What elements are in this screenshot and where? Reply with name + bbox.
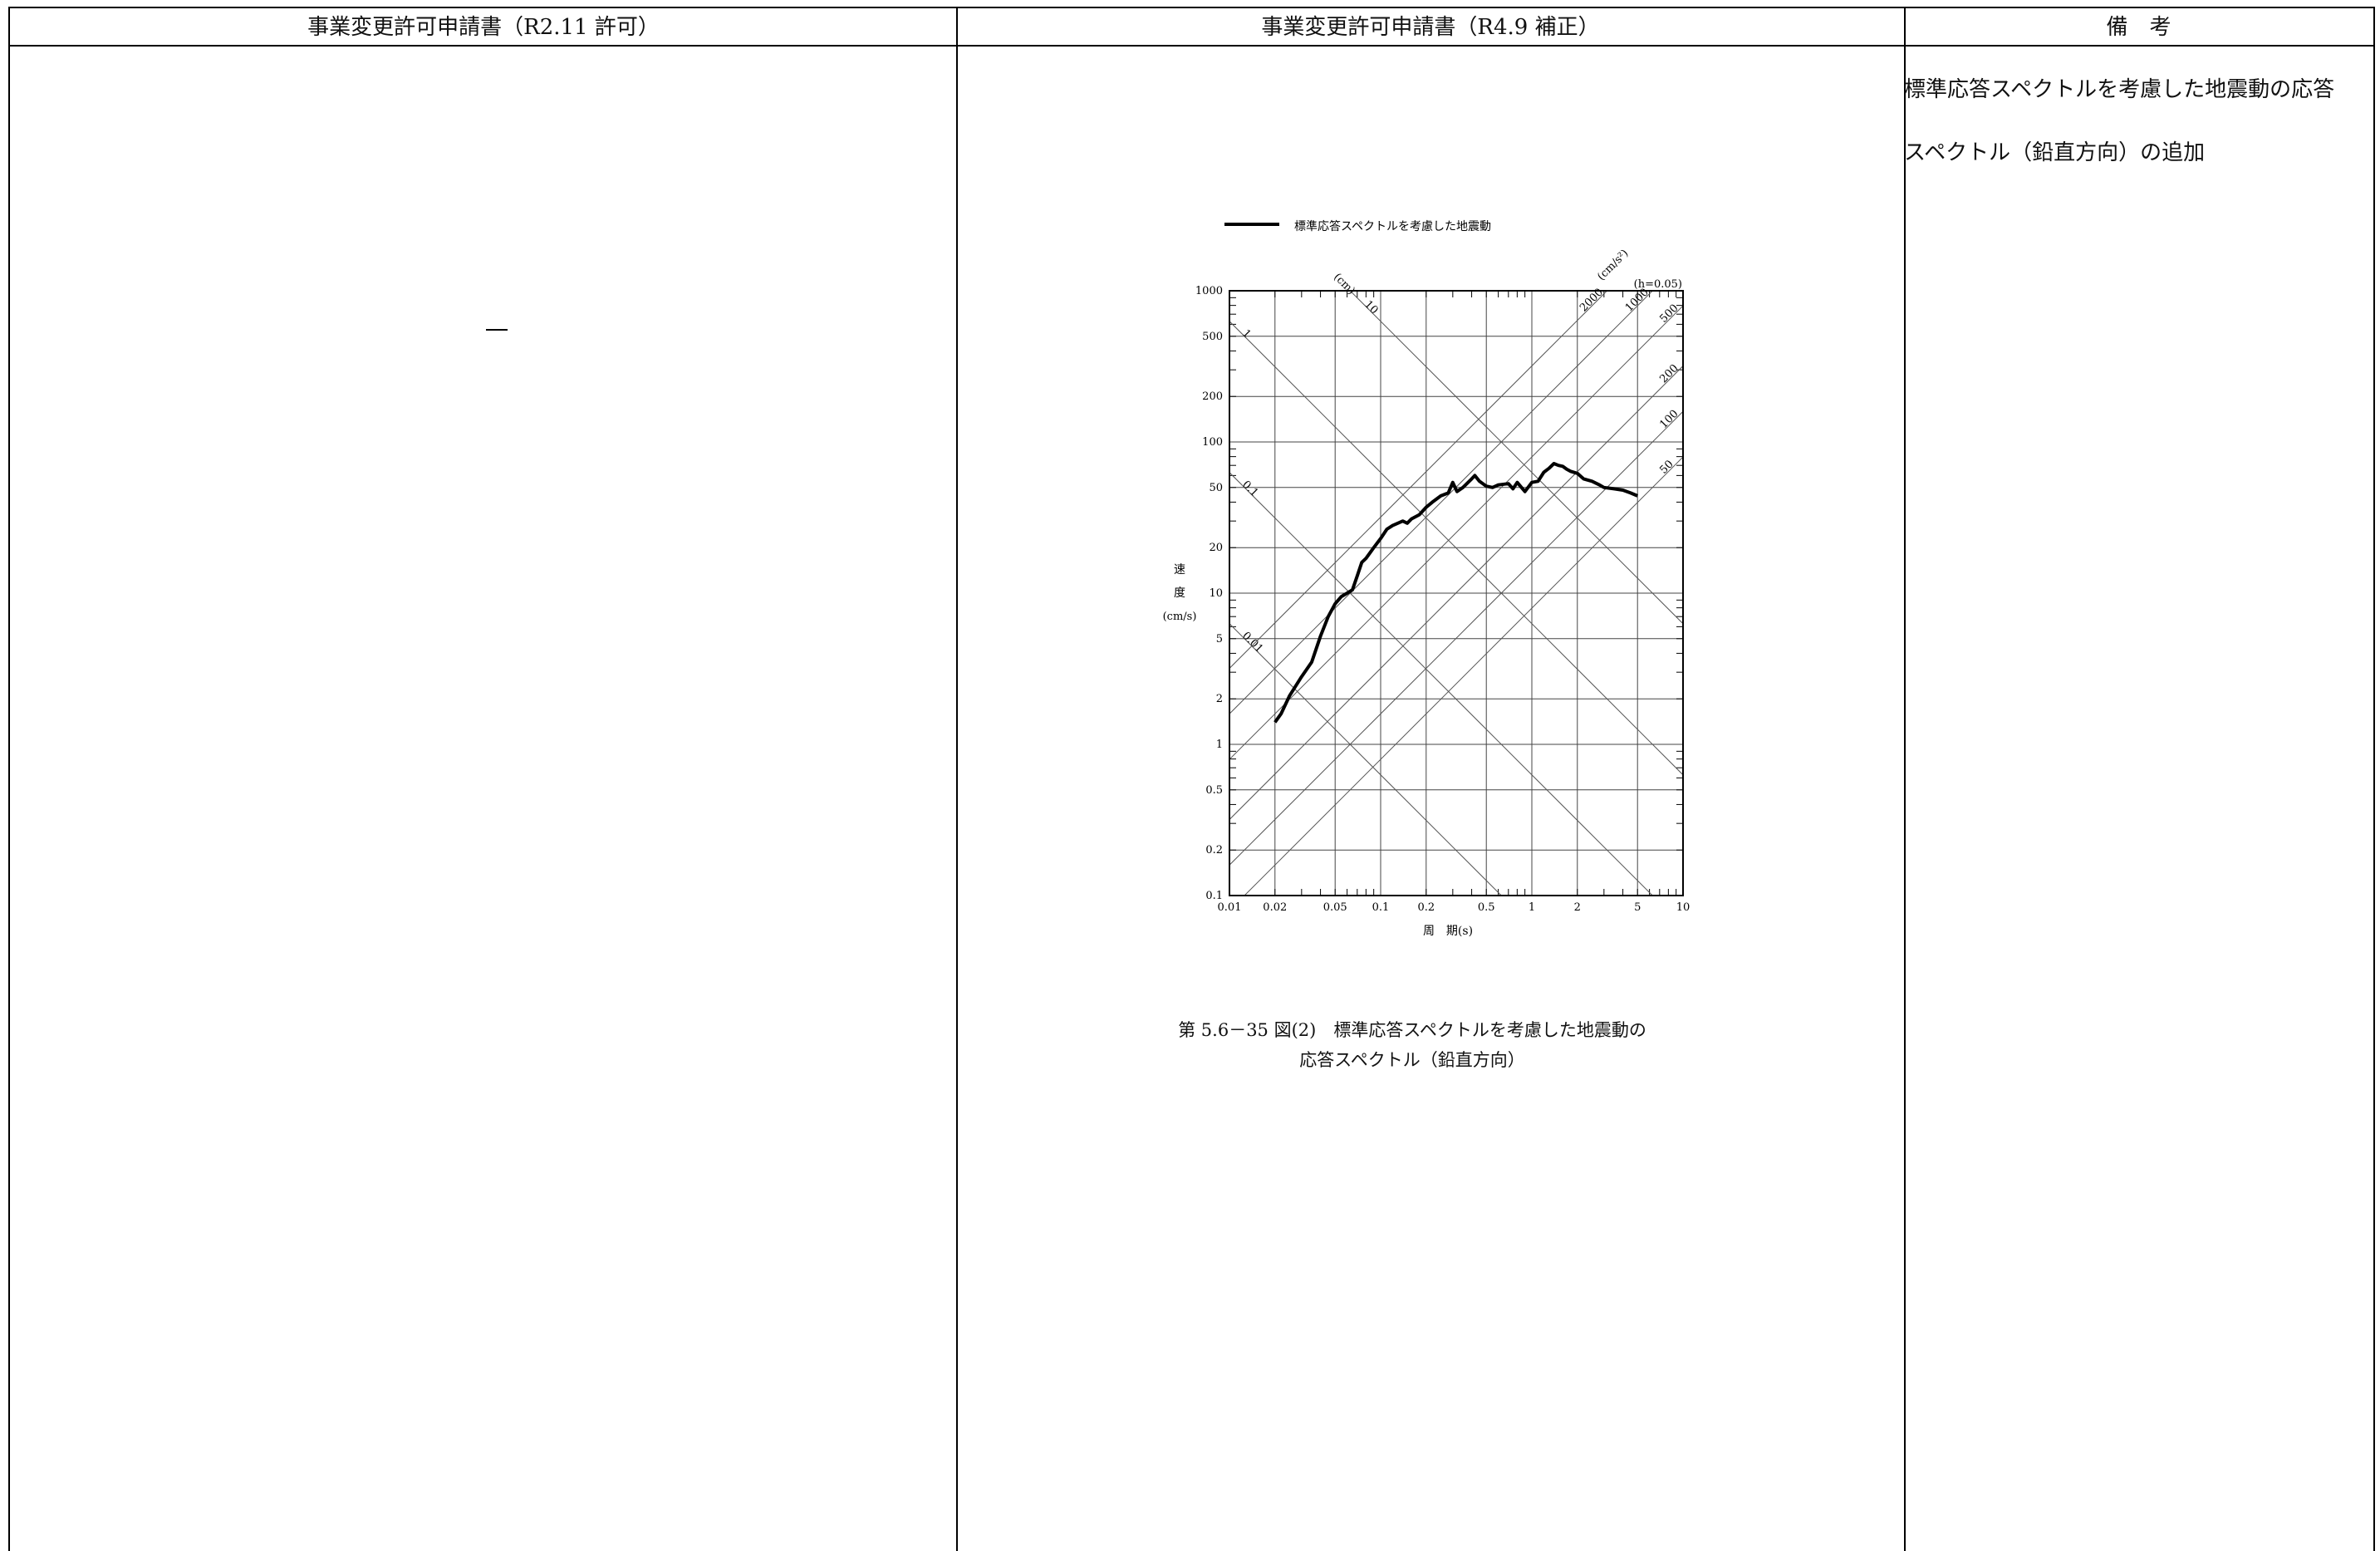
y-tick-label: 200	[1202, 390, 1223, 403]
remarks-cell: 標準応答スペクトルを考慮した地震動の応答 スペクトル（鉛直方向）の追加	[1904, 58, 2369, 184]
header-col3: 備 考	[1904, 8, 2373, 47]
x-tick-label: 0.5	[1478, 901, 1495, 914]
figure-caption-line2: 応答スペクトル（鉛直方向）	[1121, 1045, 1703, 1075]
y-tick-label: 1	[1216, 739, 1223, 751]
y-tick-label: 5	[1216, 633, 1223, 645]
y-tick-label: 500	[1202, 331, 1223, 343]
y-tick-label: 100	[1202, 436, 1223, 449]
acceleration-label: 200	[1657, 362, 1681, 385]
x-tick-label: 1	[1529, 901, 1535, 914]
x-axis-label: 周 期(s)	[1423, 925, 1473, 938]
x-tick-label: 0.02	[1263, 901, 1287, 914]
figure-caption-line1: 第 5.6－35 図(2) 標準応答スペクトルを考慮した地震動の	[1121, 1015, 1703, 1045]
displacement-label: 0.1	[1239, 479, 1260, 499]
y-tick-label: 10	[1209, 587, 1223, 600]
displacement-label: 1	[1239, 327, 1253, 341]
header-col2: 事業変更許可申請書（R4.9 補正）	[957, 8, 1904, 47]
y-tick-label: 0.2	[1205, 844, 1223, 856]
column-divider	[956, 8, 958, 1551]
col1-dash	[486, 329, 508, 331]
header-col1: 事業変更許可申請書（R2.11 許可）	[10, 8, 957, 47]
column-divider	[1904, 8, 1906, 1551]
displacement-label: 10	[1362, 298, 1380, 317]
x-tick-label: 0.2	[1417, 901, 1435, 914]
y-axis-label-1: 速	[1174, 563, 1185, 577]
x-tick-label: 0.05	[1323, 901, 1347, 914]
y-tick-label: 20	[1209, 542, 1223, 554]
legend-label: 標準応答スペクトルを考慮した地震動	[1294, 219, 1491, 233]
x-tick-label: 2	[1574, 901, 1581, 914]
x-tick-label: 10	[1676, 901, 1691, 914]
y-axis-label-3: (cm/s)	[1163, 611, 1197, 623]
y-tick-label: 0.1	[1205, 890, 1223, 902]
chart-legend: 標準応答スペクトルを考慮した地震動	[1224, 219, 1491, 233]
acceleration-unit: (cm/s²)	[1595, 248, 1631, 283]
acceleration-label: 50	[1657, 458, 1676, 476]
response-spectrum-chart: 標準応答スペクトルを考慮した地震動 (h=0.05) (cm) (cm/s²) …	[1146, 208, 1695, 955]
x-tick-label: 5	[1634, 901, 1641, 914]
x-tick-label: 0.01	[1218, 901, 1242, 914]
y-tick-label: 2	[1216, 693, 1223, 705]
y-axis-label-2: 度	[1174, 587, 1185, 600]
y-tick-label: 1000	[1195, 285, 1223, 297]
remarks-line: 標準応答スペクトルを考慮した地震動の応答	[1904, 58, 2369, 121]
y-tick-label: 0.5	[1205, 784, 1223, 797]
x-tick-label: 0.1	[1372, 901, 1390, 914]
y-tick-label: 50	[1209, 482, 1223, 494]
remarks-line: スペクトル（鉛直方向）の追加	[1904, 121, 2369, 184]
displacement-label: 0.01	[1239, 630, 1265, 655]
acceleration-label: 100	[1657, 408, 1681, 431]
